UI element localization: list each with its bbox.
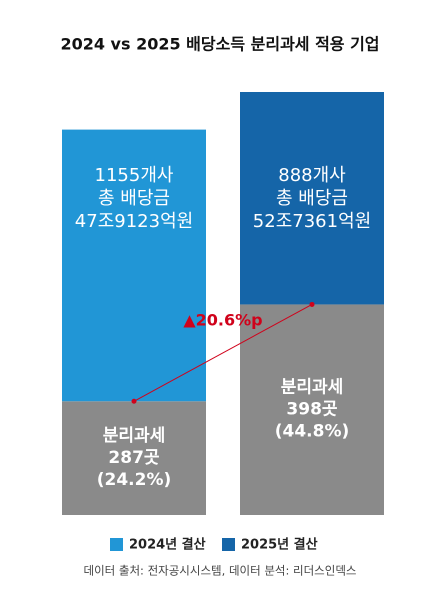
segment-label: 287곳	[108, 448, 159, 468]
legend-label: 2025년 결산	[241, 537, 318, 553]
segment-label: 총 배당금	[276, 188, 348, 209]
source: 데이터 출처: 전자공시시스템, 데이터 분석: 리더스인덱스	[83, 564, 356, 578]
bar-segment	[62, 401, 206, 515]
connector-line	[133, 304, 313, 402]
connector-dot	[309, 301, 315, 307]
segment-label: 1155개사	[95, 165, 174, 186]
segment-label: 888개사	[278, 165, 346, 186]
value-label: (24.2%)	[97, 470, 172, 490]
bar-segment	[240, 92, 384, 305]
legend-label: 2024년 결산	[129, 537, 206, 553]
segment-label: 47조9123억원	[75, 211, 193, 232]
legend-swatch	[110, 538, 123, 551]
value-label: (44.8%)	[275, 422, 350, 442]
segment-label: 52조7361억원	[253, 211, 371, 232]
segment-label: 398곳	[286, 400, 337, 420]
segment-label: 분리과세	[281, 378, 344, 398]
bar-segment	[62, 129, 206, 402]
bar-segment	[240, 304, 384, 515]
annotation: ▲20.6%p	[183, 310, 262, 329]
chart-title: 2024 vs 2025 배당소득 분리과세 적용 기업	[60, 35, 379, 54]
segment-label: 분리과세	[103, 426, 166, 446]
connector-dot	[131, 398, 137, 404]
segment-label: 총 배당금	[98, 188, 170, 209]
legend-swatch	[222, 538, 235, 551]
